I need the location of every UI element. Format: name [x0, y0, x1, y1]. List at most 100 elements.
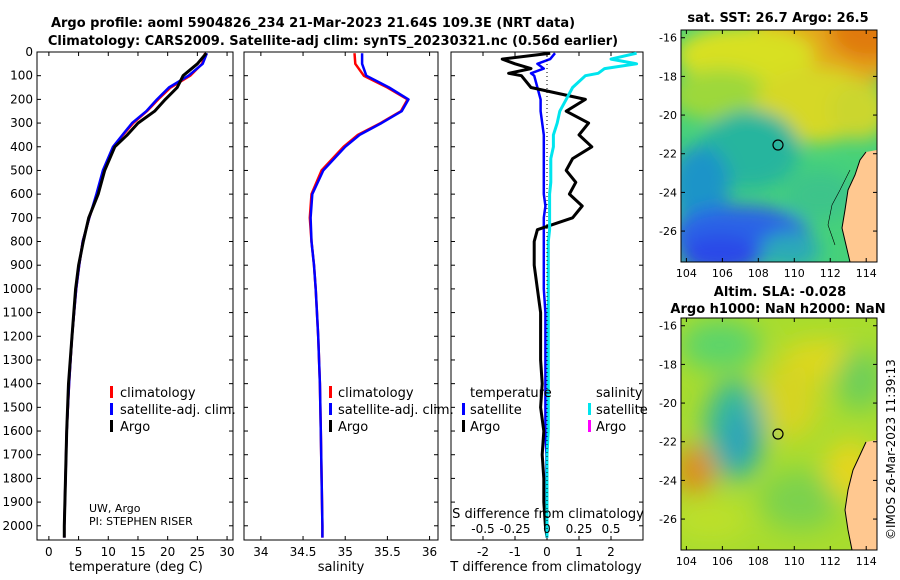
y-tick-label: 700 — [10, 211, 33, 225]
y-tick-label: 1400 — [2, 377, 33, 391]
x-tick-label: 5 — [75, 545, 83, 559]
legend-swatch-argo — [110, 420, 113, 432]
legend-swatch-satellite — [329, 403, 332, 415]
map-x-tick-label: 114 — [856, 555, 877, 568]
map-x-tick-label: 112 — [820, 267, 841, 280]
temperature-legend: climatology satellite-adj. clim. Argo — [110, 386, 236, 435]
map-y-tick-label: -26 — [659, 513, 677, 526]
y-tick-label: 1900 — [2, 495, 33, 509]
x-tick-label: 30 — [219, 545, 234, 559]
temperature-frame — [36, 51, 234, 541]
map-y-tick-label: -24 — [659, 186, 677, 199]
legend-swatch-sal-argo — [588, 420, 591, 432]
map-x-tick-label: 112 — [820, 555, 841, 568]
s-diff-tick-label: -0.25 — [499, 522, 530, 536]
legend-label-sal-argo: Argo — [596, 420, 626, 435]
sla-coastline — [844, 441, 867, 550]
map-y-tick-label: -20 — [659, 397, 677, 410]
map-x-tick-label: 110 — [784, 267, 805, 280]
sla-map-title-2: Argo h1000: NaN h2000: NaN — [670, 302, 885, 317]
x-tick-label: 10 — [101, 545, 116, 559]
sst-bathymetry-contour — [827, 169, 851, 246]
y-tick-label: 400 — [10, 140, 33, 154]
y-tick-label: 900 — [10, 258, 33, 272]
series-line-argo — [62, 52, 208, 538]
credit-text: ©IMOS 26-Mar-2023 11:39:13 — [884, 359, 898, 540]
y-tick-label: 1600 — [2, 424, 33, 438]
y-tick-label: 100 — [10, 69, 33, 83]
sst-field — [681, 30, 877, 262]
difference-panel: -2 -1 0 1 2 -0.5 -0.25 0 0.25 0.5 — [450, 51, 644, 559]
salinity-panel: 34 34.5 35 35.5 36 — [243, 51, 439, 559]
y-tick-label: 1300 — [2, 353, 33, 367]
y-tick-label: 1000 — [2, 282, 33, 296]
s-diff-tick-label: 0.5 — [601, 522, 620, 536]
s-diff-tick-label: -0.5 — [471, 522, 494, 536]
x-tick-label: 15 — [130, 545, 145, 559]
legend-header-salinity: salinity — [596, 386, 643, 401]
legend-label-sal-satellite: satellite — [596, 403, 648, 418]
map-x-tick-label: 108 — [748, 267, 769, 280]
y-tick-label: 1100 — [2, 306, 33, 320]
legend-swatch-sal-satellite — [588, 403, 591, 415]
y-tick-label: 0 — [25, 45, 33, 59]
x-tick-label: 1 — [575, 545, 583, 559]
x-tick-label: 35 — [338, 545, 353, 559]
y-tick-label: 1700 — [2, 448, 33, 462]
y-tick-label: 200 — [10, 92, 33, 106]
s-diff-tick-label: 0 — [543, 522, 551, 536]
map-y-tick-label: -22 — [659, 148, 677, 161]
y-tick-label: 800 — [10, 235, 33, 249]
y-tick-label: 300 — [10, 116, 33, 130]
map-x-tick-label: 114 — [856, 267, 877, 280]
series-line-salinity-satellite — [545, 51, 639, 538]
legend-swatch-temp-argo — [462, 420, 465, 432]
salinity-xlabel: salinity — [318, 560, 365, 575]
y-tick-label: 1200 — [2, 329, 33, 343]
title-line-1: Argo profile: aoml 5904826_234 21-Mar-20… — [51, 16, 575, 31]
x-tick-label: -1 — [509, 545, 521, 559]
map-x-tick-label: 110 — [784, 555, 805, 568]
sst-land — [842, 150, 877, 262]
legend-header-temperature: temperature — [470, 386, 552, 401]
series-line-temperature-argo — [500, 51, 594, 538]
sla-map-frame — [680, 317, 878, 551]
x-tick-label: 2 — [607, 545, 615, 559]
sst-map — [681, 30, 877, 262]
temperature-xlabel: temperature (deg C) — [69, 560, 203, 575]
y-tick-label: 1500 — [2, 400, 33, 414]
temperature-panel: 0 100 200 300 400 500 600 700 800 900 1000 1100 1200… — [2, 45, 234, 559]
note-line-1: UW, Argo — [89, 502, 141, 515]
map-y-tick-label: -16 — [659, 32, 677, 45]
legend-label-satellite: satellite-adj. clim. — [120, 403, 236, 418]
legend-swatch-satellite — [110, 403, 113, 415]
sst-coastline — [841, 151, 867, 262]
sla-map-title-1: Altim. SLA: -0.028 — [714, 285, 846, 300]
map-y-tick-label: -16 — [659, 320, 677, 333]
x-tick-label: 20 — [160, 545, 175, 559]
x-tick-label: 35.5 — [374, 545, 401, 559]
sst-map-title: sat. SST: 26.7 Argo: 26.5 — [687, 11, 868, 26]
sla-map — [681, 318, 877, 550]
sst-map-axes: 104 106 108 110 112 114 -16 -18 -20 -22 -24 -26 — [659, 30, 877, 280]
map-x-tick-label: 106 — [712, 267, 733, 280]
x-tick-label: 34 — [253, 545, 268, 559]
legend-label-argo: Argo — [120, 420, 150, 435]
difference-xlabel: T difference from climatology — [449, 560, 642, 575]
y-tick-label: 500 — [10, 163, 33, 177]
y-tick-label: 1800 — [2, 471, 33, 485]
sst-map-frame — [680, 29, 878, 263]
map-y-tick-label: -20 — [659, 109, 677, 122]
x-tick-label: -2 — [477, 545, 489, 559]
legend-label-climatology: climatology — [120, 386, 196, 401]
series-line-climatology — [308, 53, 409, 538]
y-tick-label: 600 — [10, 187, 33, 201]
y-tick-label: 2000 — [2, 519, 33, 533]
x-tick-label: 0 — [543, 545, 551, 559]
legend-label-satellite: satellite-adj. clim. — [338, 403, 454, 418]
legend-swatch-climatology — [329, 386, 332, 398]
map-y-tick-label: -24 — [659, 474, 677, 487]
sst-float-marker — [772, 139, 784, 151]
sla-land — [845, 440, 877, 550]
